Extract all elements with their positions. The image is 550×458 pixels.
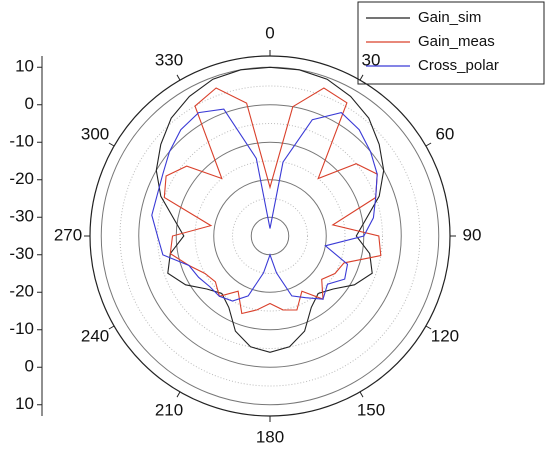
legend-box xyxy=(357,1,545,85)
r-tick-label: -10 xyxy=(9,132,34,151)
outer-circle xyxy=(89,55,451,417)
series-line xyxy=(151,108,378,302)
theta-tick xyxy=(176,391,181,398)
grid-circle xyxy=(175,141,365,331)
minor-grid-circle xyxy=(157,123,383,349)
theta-tick-label: 210 xyxy=(155,400,183,419)
grid-circle xyxy=(100,66,440,406)
r-tick-label: 10 xyxy=(15,394,34,413)
legend-label: Gain_meas xyxy=(418,33,495,50)
series-line xyxy=(155,66,385,353)
r-tick-label: -10 xyxy=(9,319,34,338)
minor-grid-circle xyxy=(232,198,308,274)
theta-tick-label: 30 xyxy=(362,51,381,70)
r-tick-label: 0 xyxy=(25,357,34,376)
minor-grid-circle xyxy=(194,160,346,312)
legend-label: Gain_sim xyxy=(418,9,481,26)
theta-tick-label: 90 xyxy=(463,225,482,244)
grid-circle xyxy=(138,104,402,368)
theta-tick-label: 150 xyxy=(357,400,385,419)
r-tick-label: 10 xyxy=(15,57,34,76)
r-tick-label: -20 xyxy=(9,282,34,301)
r-tick-label: -30 xyxy=(9,244,34,263)
theta-tick xyxy=(108,325,115,330)
theta-tick xyxy=(359,74,364,81)
r-tick-label: 0 xyxy=(25,94,34,113)
theta-tick-label: 180 xyxy=(256,427,284,446)
theta-tick-label: 270 xyxy=(54,225,82,244)
theta-tick xyxy=(176,74,181,81)
series-line xyxy=(163,87,382,315)
minor-grid-circle xyxy=(119,85,421,387)
theta-tick-label: 330 xyxy=(155,51,183,70)
grid-circle xyxy=(250,216,290,256)
theta-tick xyxy=(108,142,115,147)
theta-tick xyxy=(425,325,432,330)
legend-label: Cross_polar xyxy=(418,57,499,74)
grid-circle xyxy=(213,179,327,293)
theta-tick xyxy=(359,391,364,398)
theta-tick-label: 60 xyxy=(435,124,454,143)
theta-tick-label: 240 xyxy=(81,326,109,345)
theta-tick-label: 120 xyxy=(431,326,459,345)
r-tick-label: -20 xyxy=(9,169,34,188)
theta-tick-label: 0 xyxy=(265,23,274,42)
r-tick-label: -30 xyxy=(9,207,34,226)
theta-tick-label: 300 xyxy=(81,124,109,143)
theta-tick xyxy=(425,142,432,147)
